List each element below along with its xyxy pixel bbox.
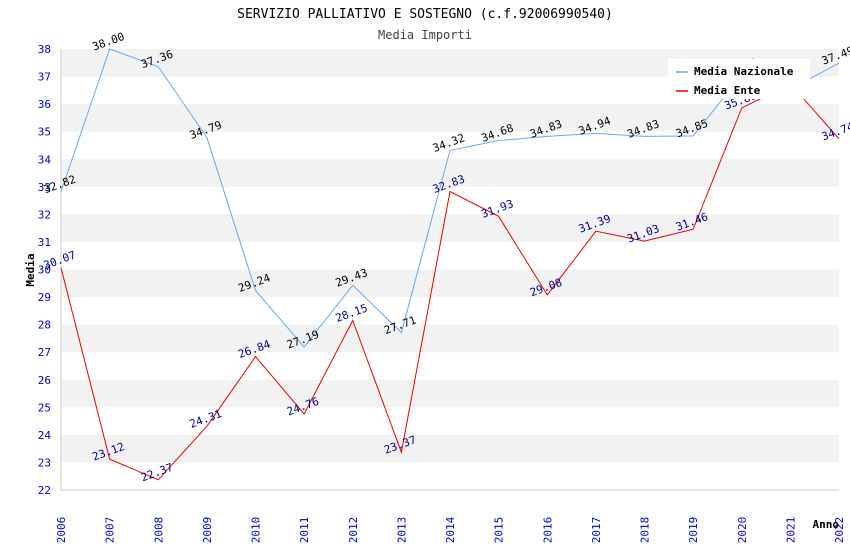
y-ticks: 22 23 24 25 26 27 28 29 30 31 32 33 34 35 36 37 38 xyxy=(38,43,52,497)
y-tick-label: 30 xyxy=(38,264,51,277)
grid-band xyxy=(61,379,839,408)
x-tick-label: 2006 xyxy=(55,517,68,544)
x-tick-label: 2012 xyxy=(347,517,360,544)
y-tick-label: 38 xyxy=(38,43,51,56)
grid-band xyxy=(61,159,839,187)
x-tick-label: 2017 xyxy=(590,517,603,544)
y-tick-label: 26 xyxy=(38,374,51,387)
chart-subtitle: Media Importi xyxy=(378,28,472,42)
y-tick-label: 25 xyxy=(38,401,51,414)
x-tick-label: 2008 xyxy=(152,517,165,544)
y-tick-label: 32 xyxy=(38,208,51,221)
chart-title: SERVIZIO PALLIATIVO E SOSTEGNO (c.f.9200… xyxy=(237,7,613,22)
data-label: 22.37 xyxy=(139,461,175,485)
y-tick-label: 22 xyxy=(38,484,51,497)
y-tick-label: 31 xyxy=(38,236,51,249)
x-tick-label: 2019 xyxy=(687,517,700,544)
grid-bands xyxy=(61,49,839,463)
x-tick-label: 2009 xyxy=(201,517,214,544)
grid-band xyxy=(61,324,839,353)
data-label: 32.82 xyxy=(42,173,78,197)
y-tick-label: 23 xyxy=(38,456,51,469)
data-label: 34.32 xyxy=(431,131,467,155)
y-tick-label: 33 xyxy=(38,181,51,194)
x-tick-label: 2007 xyxy=(104,517,117,544)
x-tick-label: 2016 xyxy=(541,517,554,544)
x-ticks: 2006 2007 2008 2009 2010 2011 2012 2013 2014 2015… xyxy=(55,516,846,543)
grid-band xyxy=(61,104,839,132)
y-tick-label: 34 xyxy=(38,153,52,166)
grid-band xyxy=(61,434,839,463)
y-tick-label: 28 xyxy=(38,319,51,332)
x-tick-label: 2018 xyxy=(639,517,652,544)
y-axis-label: Media xyxy=(24,253,37,286)
x-tick-label: 2010 xyxy=(250,517,263,544)
y-tick-label: 36 xyxy=(38,98,51,111)
x-tick-label: 2011 xyxy=(298,517,311,544)
x-tick-label: 2020 xyxy=(736,517,749,544)
x-tick-label: 2013 xyxy=(395,517,408,544)
series-line-media-nazionale xyxy=(60,48,840,348)
y-tick-label: 27 xyxy=(38,346,51,359)
y-tick-label: 37 xyxy=(38,71,51,84)
x-tick-label: 2015 xyxy=(493,517,506,544)
legend: Media Nazionale Media Ente xyxy=(668,59,810,99)
y-tick-label: 24 xyxy=(38,429,52,442)
x-tick-label: 2014 xyxy=(444,516,457,543)
data-label: 28.15 xyxy=(334,301,370,325)
y-tick-label: 29 xyxy=(38,291,51,304)
data-label: 30.07 xyxy=(42,249,78,273)
legend-label-media-ente: Media Ente xyxy=(694,84,761,97)
x-tick-label: 2022 xyxy=(833,517,846,544)
x-axis-label: Anno xyxy=(813,518,840,531)
series-line-media-ente xyxy=(60,83,840,481)
series-lines xyxy=(60,48,840,481)
grid-band xyxy=(61,269,839,298)
grid-band xyxy=(61,214,839,242)
legend-label-media-nazionale: Media Nazionale xyxy=(694,65,794,78)
y-tick-label: 35 xyxy=(38,126,51,139)
x-tick-label: 2021 xyxy=(784,517,797,544)
legend-box xyxy=(668,59,810,99)
